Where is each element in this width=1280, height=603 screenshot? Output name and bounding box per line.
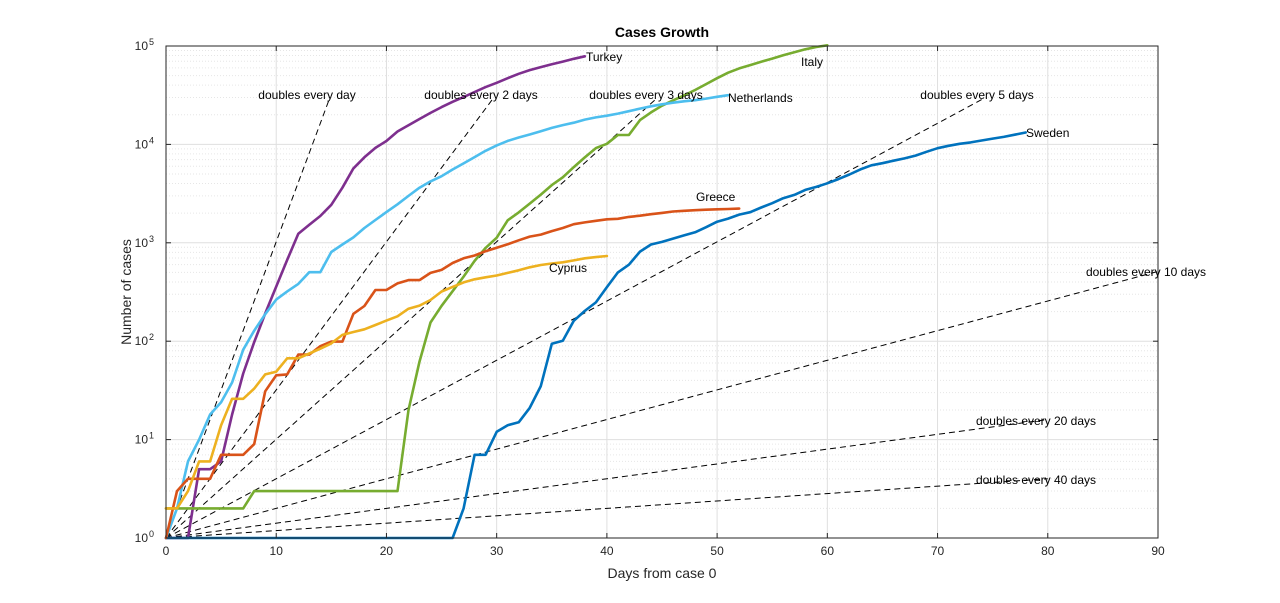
x-tick-label: 50 [710,544,724,558]
y-tick-exponent: 1 [149,431,154,441]
y-tick-exponent: 5 [149,37,154,47]
x-tick-label: 80 [1041,544,1055,558]
reference-line [165,99,330,539]
x-tick-label: 20 [380,544,394,558]
y-axis-label: Number of cases [118,239,134,345]
reference-line-labels: doubles every day doubles every 2 days dou… [258,88,1206,487]
plot-area [166,46,1158,538]
series-line-italy [164,43,829,510]
reference-line-label: doubles every 40 days [976,473,1096,487]
x-tick-label: 30 [490,544,504,558]
y-tick-label: 10 [135,334,149,348]
series-label-netherlands: Netherlands [728,91,793,105]
x-tick-label: 90 [1151,544,1165,558]
reference-line-label: doubles every 5 days [920,88,1033,102]
data-series [164,43,1027,540]
y-tick-label: 10 [135,433,149,447]
plot-frame [165,45,1159,539]
series-label-cyprus: Cyprus [549,261,587,275]
chart-title: Cases Growth [615,24,709,40]
series-label-italy: Italy [801,55,823,69]
reference-line [165,419,1048,539]
reference-line-label: doubles every 20 days [976,414,1096,428]
y-tick-exponent: 4 [149,135,154,145]
x-tick-label: 0 [163,544,170,558]
y-tick-exponent: 2 [149,332,154,342]
y-tick-label: 10 [135,39,149,53]
reference-line-label: doubles every 2 days [424,88,537,102]
y-tick-exponent: 3 [149,234,154,244]
series-label-sweden: Sweden [1026,126,1069,140]
x-tick-label: 10 [270,544,284,558]
minor-grid [166,50,1158,509]
series-line-cyprus [164,254,609,510]
x-tick-label: 70 [931,544,945,558]
series-label-turkey: Turkey [586,50,622,64]
reference-line-label: doubles every 3 days [589,88,702,102]
y-tick-exponent: 0 [149,529,154,539]
series-line-greece [164,207,741,540]
x-tick-label: 60 [821,544,835,558]
series-label-greece: Greece [696,190,736,204]
y-tick-label: 10 [135,236,149,250]
reference-line [165,270,1159,539]
reference-line-label: doubles every 10 days [1086,265,1206,279]
x-axis-ticks: 0 10 20 30 40 50 60 70 80 90 [163,46,1165,558]
series-line-netherlands [164,93,730,540]
reference-lines [165,97,1159,539]
reference-line [165,99,982,539]
y-tick-label: 10 [135,531,149,545]
reference-line-label: doubles every day [258,88,355,102]
y-tick-label: 10 [135,137,149,151]
reference-line [165,97,494,539]
reference-line [165,478,1048,539]
x-axis-label: Days from case 0 [608,565,717,581]
series-labels: Turkey Italy Netherlands Sweden Greece Cyprus [549,50,1069,275]
series-line-turkey [164,54,587,540]
x-tick-label: 40 [600,544,614,558]
